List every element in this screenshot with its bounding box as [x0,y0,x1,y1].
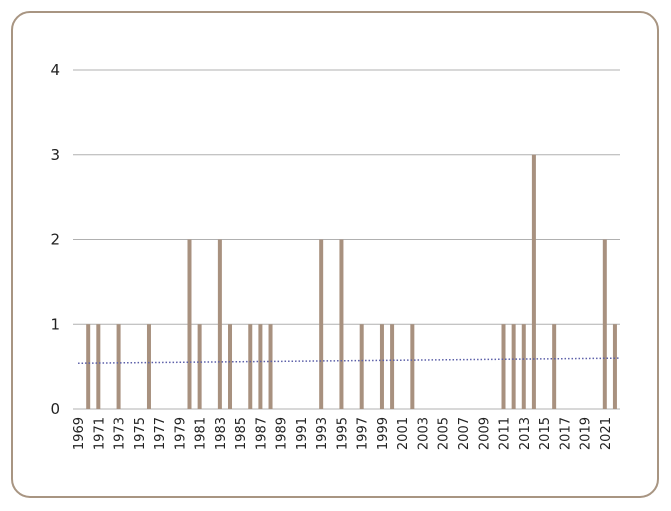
x-tick-label: 1985 [234,417,249,450]
bar [228,324,233,409]
x-tick-label: 1999 [376,417,391,450]
bar [217,239,222,409]
x-tick-label: 2017 [558,417,573,450]
x-tick-label: 1973 [113,417,128,450]
y-tick-label: 4 [50,61,60,79]
bar [258,324,263,409]
x-tick-label: 2015 [538,417,553,450]
y-tick-label: 0 [50,400,60,418]
x-tick-label: 1983 [214,417,229,450]
x-tick-label: 2013 [518,417,533,450]
bar [552,324,557,409]
x-tick-label: 2011 [498,417,513,450]
y-tick-label: 2 [50,231,60,249]
x-tick-label: 1987 [254,417,269,450]
trend-line [78,357,620,364]
bar [319,239,324,409]
bar [521,324,526,409]
bar [531,154,536,409]
bar [86,324,91,409]
bar [410,324,415,409]
x-tick-label: 2007 [457,417,472,450]
x-tick-label: 1975 [133,417,148,450]
bar [339,239,344,409]
bar [379,324,384,409]
x-tick-label: 2021 [599,417,614,450]
bar [96,324,101,409]
bar [146,324,151,409]
bar [187,239,192,409]
x-tick-label: 2001 [396,417,411,450]
y-tick-label: 1 [50,315,60,333]
bar [116,324,121,409]
x-tick-label: 1989 [275,417,290,450]
bar [359,324,364,409]
bar [602,239,607,409]
bar [612,324,617,409]
x-tick-label: 1995 [335,417,350,450]
x-tick-label: 1979 [173,417,188,450]
chart-frame [11,11,659,498]
bar [501,324,506,409]
x-tick-label: 1997 [356,417,371,450]
x-tick-label: 2003 [416,417,431,450]
x-tick-label: 1971 [92,417,107,450]
x-tick-label: 2009 [477,417,492,450]
bar [268,324,273,409]
bar [197,324,202,409]
x-tick-label: 1977 [153,417,168,450]
x-tick-label: 1991 [295,417,310,450]
x-tick-label: 1969 [72,417,87,450]
x-tick-label: 1981 [194,417,209,450]
x-tick-label: 2019 [579,417,594,450]
bar [390,324,395,409]
y-tick-label: 3 [50,146,60,164]
x-tick-label: 1993 [315,417,330,450]
x-tick-label: 2005 [437,417,452,450]
bar [511,324,516,409]
bar [248,324,253,409]
